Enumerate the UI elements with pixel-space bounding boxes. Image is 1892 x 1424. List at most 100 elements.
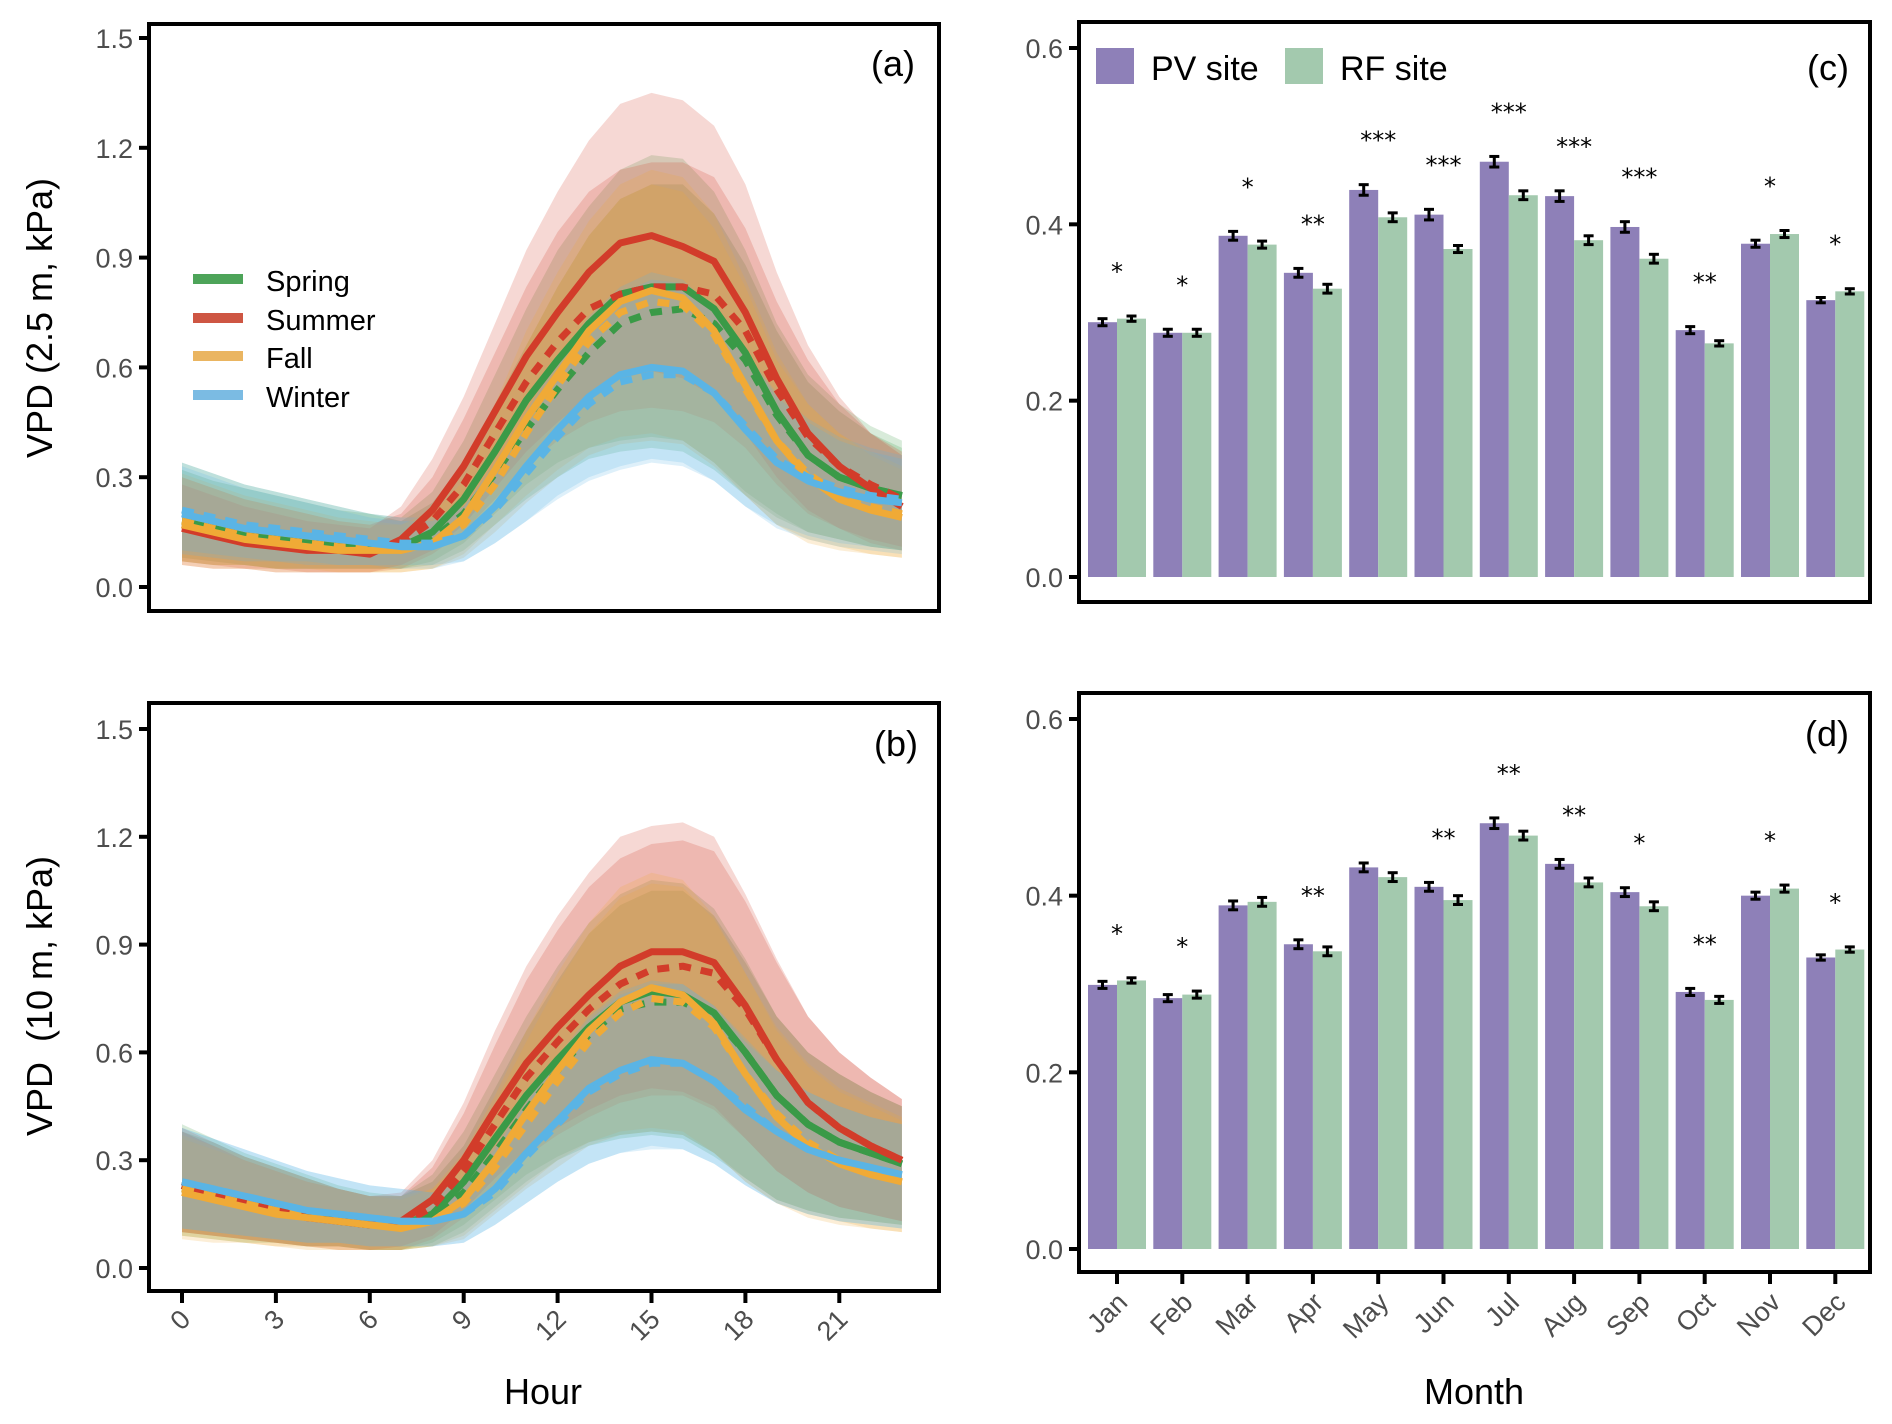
bar-rf-site-feb [1182, 994, 1212, 1249]
bar-pv-site-apr [1283, 944, 1313, 1249]
bar-pv-site-jul [1479, 161, 1509, 578]
line-summer-dashed [180, 962, 904, 1229]
significance-marks: * ************** [1111, 760, 1841, 961]
y-tick-label: 0.6 [95, 1038, 133, 1068]
error-bar [1358, 183, 1369, 197]
error-bar [1844, 945, 1855, 954]
error-bar [1750, 890, 1761, 901]
error-bar [1424, 207, 1434, 222]
bar-rf-site-aug [1574, 882, 1604, 1249]
significance-label: ** [1693, 930, 1717, 958]
error-bar [1554, 189, 1565, 203]
x-tick-label: 18 [717, 1304, 759, 1346]
error-bar [1554, 857, 1565, 870]
bar-pv-site-jun [1414, 886, 1444, 1249]
bar-rf-site-jul [1508, 835, 1538, 1249]
error-bar [1685, 986, 1696, 997]
significance-label: *** [1556, 133, 1592, 161]
significance-label: * [1829, 231, 1841, 259]
panel-tag: (b) [874, 723, 918, 764]
line-summer-dashed [181, 283, 904, 554]
x-tick-label: Mar [1210, 1287, 1264, 1341]
legend-item-spring: Spring [193, 266, 350, 298]
band-spring-solid [182, 155, 902, 569]
bars [1088, 816, 1865, 1249]
y-tick-label: 1.5 [95, 715, 133, 745]
x-tick-label: Nov [1731, 1287, 1787, 1343]
significance-label: * [1176, 271, 1188, 299]
x-tick-label: Jun [1408, 1287, 1460, 1339]
bars [1088, 154, 1865, 578]
error-bar [1228, 229, 1239, 242]
x-tick-label: 0 [164, 1304, 196, 1336]
legend-label: RF site [1340, 50, 1448, 88]
legend: Spring Summer Fall Winter [193, 266, 376, 414]
significance-label: * [1111, 258, 1123, 286]
error-bar [1619, 220, 1630, 234]
error-bar [1322, 282, 1333, 295]
error-bar [1387, 211, 1398, 224]
legend-item-fall: Fall [193, 343, 313, 375]
legend-swatch [1096, 48, 1134, 84]
x-tick-label: 12 [529, 1304, 571, 1346]
error-bar [1815, 953, 1826, 962]
error-bar [1518, 829, 1529, 842]
plot-frame [147, 701, 941, 1293]
y-tick-label: 0.0 [95, 1254, 133, 1284]
x-tick-label: Dec [1796, 1287, 1851, 1342]
x-tick-label: 15 [623, 1304, 665, 1346]
bar-pv-site-may [1349, 189, 1379, 577]
error-bar [1583, 234, 1594, 247]
significance-label: * [1829, 889, 1841, 917]
band-winter-solid [182, 980, 902, 1247]
error-bar [1714, 339, 1725, 348]
legend-label: Winter [266, 382, 350, 414]
y-tick-label: 1.2 [95, 823, 133, 853]
bar-rf-site-may [1378, 877, 1408, 1249]
plot-frame [147, 22, 941, 613]
line-winter-dashed [181, 1059, 903, 1225]
error-bar [1489, 154, 1500, 169]
bar-rf-site-may [1378, 217, 1408, 577]
line-winter-dashed [181, 371, 903, 547]
bar-rf-site-jun [1443, 900, 1473, 1249]
error-bar [1583, 876, 1594, 889]
error-bar [1293, 266, 1304, 279]
x-tick-label: Jul [1479, 1287, 1525, 1333]
y-axis: 0.0 0.2 0.4 0.6 [1025, 34, 1079, 593]
x-axis: Jan Feb Mar Apr May Jun Jul Aug Sep Oct Nov Dec [1081, 1272, 1852, 1344]
significance-label: * [1111, 920, 1123, 948]
bar-pv-site-dec [1806, 957, 1836, 1249]
plot-frame [1077, 691, 1872, 1274]
bar-rf-site-mar [1247, 244, 1277, 577]
legend-swatch [193, 390, 243, 400]
x-tick-label: Jan [1081, 1287, 1133, 1339]
y-tick-label: 0.0 [1025, 563, 1063, 593]
significance-label: * [1633, 830, 1645, 858]
bar-pv-site-jun [1414, 214, 1444, 577]
legend-label: Fall [266, 343, 313, 375]
x-tick-label: 9 [446, 1304, 478, 1336]
bar-rf-site-sep [1639, 906, 1669, 1249]
error-bar [1619, 886, 1630, 899]
significance-label: ** [1301, 882, 1325, 910]
y-axis-title: VPD (2.5 m, kPa) [19, 178, 60, 458]
error-bar [1518, 189, 1529, 202]
significance-label: *** [1426, 151, 1462, 179]
bar-pv-site-apr [1283, 272, 1313, 577]
error-bar [1815, 296, 1826, 305]
y-tick-label: 0.9 [95, 931, 133, 961]
bar-rf-site-nov [1770, 888, 1799, 1249]
significance-label: ** [1432, 824, 1456, 852]
legend-swatch [193, 274, 243, 284]
bar-pv-site-nov [1741, 243, 1770, 578]
error-bar [1097, 317, 1108, 328]
x-tick-label: Oct [1670, 1287, 1721, 1338]
error-bar [1750, 238, 1761, 249]
error-bar [1453, 243, 1463, 255]
legend-label: PV site [1151, 50, 1259, 88]
legend: PV site RF site [1096, 48, 1448, 88]
error-bar [1322, 945, 1333, 958]
significance-label: * [1242, 173, 1254, 201]
significance-marks: * *********************** [1111, 98, 1841, 299]
